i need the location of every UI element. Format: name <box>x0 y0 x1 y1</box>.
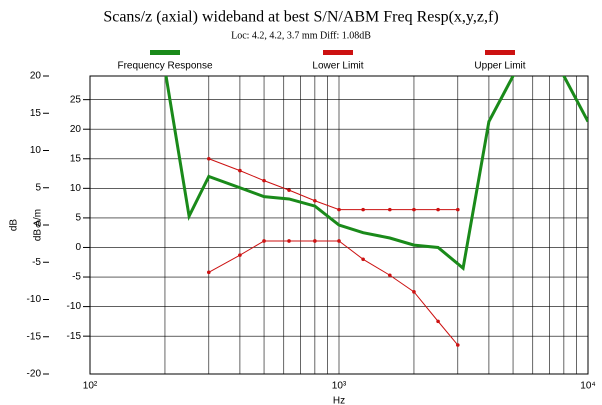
series-marker <box>207 270 211 275</box>
legend-label: Frequency Response <box>117 61 212 72</box>
chart-title: Scans/z (axial) wideband at best S/N/ABM… <box>103 9 498 26</box>
y2-tick-label: 25 <box>70 94 82 105</box>
series-marker <box>238 253 242 257</box>
y2-tick-label: -5 <box>72 272 81 283</box>
y2-tick-label: -10 <box>67 301 82 312</box>
legend-label: Upper Limit <box>474 61 525 72</box>
series-marker <box>337 207 341 212</box>
series-marker <box>313 198 317 203</box>
x-tick-label: 10³ <box>332 381 347 392</box>
series-line <box>164 76 588 271</box>
y-tick-label: -15 <box>27 331 42 342</box>
x-tick-label: 10² <box>83 381 98 392</box>
x-axis-label: Hz <box>333 396 345 405</box>
y-tick-label: -5 <box>32 257 41 268</box>
y-tick-label: 5 <box>35 182 41 193</box>
y2-tick-label: 15 <box>70 153 82 164</box>
series-marker <box>388 207 392 212</box>
series-group <box>164 76 588 347</box>
legend-label: Lower Limit <box>312 61 363 72</box>
series-marker <box>287 188 291 192</box>
legend-swatch <box>323 50 353 55</box>
y-axis-label: dB <box>9 219 20 232</box>
plot-frame <box>89 75 589 375</box>
legend-swatch <box>485 50 515 55</box>
x-tick-label: 10⁴ <box>580 381 595 392</box>
series-marker <box>262 178 266 183</box>
series-marker <box>287 239 291 243</box>
series-marker <box>456 207 460 212</box>
y-tick-label: 10 <box>30 145 42 156</box>
series-marker <box>412 290 416 294</box>
chart-subtitle: Loc: 4.2, 4.2, 3.7 mm Diff: 1.08dB <box>231 30 371 41</box>
y-tick-label: 20 <box>30 71 42 82</box>
y2-tick-label: 10 <box>70 183 82 194</box>
legend-swatch <box>150 50 180 55</box>
series-marker <box>436 207 440 212</box>
series-marker <box>388 273 392 278</box>
series-marker <box>436 319 440 324</box>
series-marker <box>313 239 317 243</box>
series-marker <box>456 343 460 347</box>
y2-tick-label: -15 <box>67 331 82 342</box>
y-tick-label: -10 <box>27 294 42 305</box>
y2-tick-label: 5 <box>75 213 81 224</box>
series-marker <box>262 239 266 243</box>
series-marker <box>361 257 365 262</box>
y2-tick-label: 0 <box>75 242 81 253</box>
series-marker <box>412 207 416 212</box>
y-tick-label: -20 <box>27 369 42 380</box>
series-marker <box>337 239 341 243</box>
y-tick-label: 0 <box>35 220 41 231</box>
series-marker <box>207 156 211 161</box>
series-marker <box>361 207 365 212</box>
y-tick-label: 15 <box>30 108 42 119</box>
y2-tick-label: 20 <box>70 124 82 135</box>
series-marker <box>238 168 242 173</box>
y2-axis-label: dB A/m <box>33 209 44 241</box>
